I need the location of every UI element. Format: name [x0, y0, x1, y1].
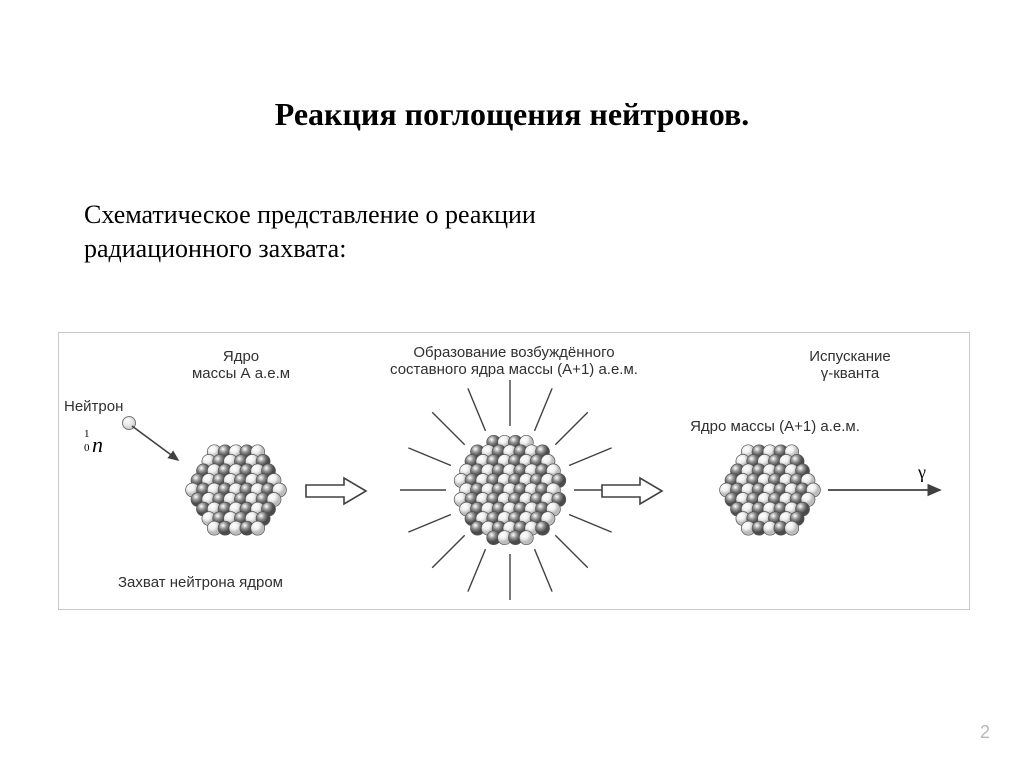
label-compound-l1: Образование возбуждённого — [413, 344, 614, 361]
label-capture-caption: Захват нейтрона ядром — [118, 574, 338, 591]
arrow-stage-1-icon — [304, 476, 368, 506]
page-number: 2 — [980, 722, 990, 743]
label-emission-l2: γ-кванта — [821, 365, 880, 382]
arrow-stage-2-icon — [600, 476, 664, 506]
neutron-sub: 0 — [84, 442, 90, 454]
nucleus-final — [718, 438, 822, 542]
slide: Реакция поглощения нейтронов. Схематичес… — [0, 0, 1024, 767]
excitation-rays-icon — [398, 378, 622, 602]
label-compound-l2: составного ядра массы (А+1) а.е.м. — [390, 361, 638, 378]
arrow-neutron-in-icon — [128, 422, 188, 470]
label-nucleus-a-l2: массы А а.е.м — [192, 365, 290, 382]
label-compound: Образование возбуждённого составного ядр… — [374, 344, 654, 379]
label-neutron: Нейтрон — [64, 398, 144, 415]
label-nucleus-ap1: Ядро массы (А+1) а.е.м. — [680, 418, 870, 435]
label-nucleus-a-l1: Ядро — [223, 348, 259, 365]
label-emission: Испускание γ-кванта — [790, 348, 910, 383]
neutron-sup: 1 — [84, 428, 90, 440]
subtitle-line2: радиационного захвата: — [84, 234, 346, 264]
arrow-gamma-icon — [826, 480, 950, 500]
page-title: Реакция поглощения нейтронов. — [0, 96, 1024, 133]
neutron-main: n — [92, 432, 103, 457]
label-emission-l1: Испускание — [809, 348, 890, 365]
nucleus-initial — [184, 438, 288, 542]
label-nucleus-a: Ядро массы А а.е.м — [186, 348, 296, 383]
subtitle-line1: Схематическое представление о реакции — [84, 200, 536, 230]
neutron-symbol: 1 0 n — [92, 432, 103, 458]
gamma-symbol: γ — [918, 462, 926, 483]
